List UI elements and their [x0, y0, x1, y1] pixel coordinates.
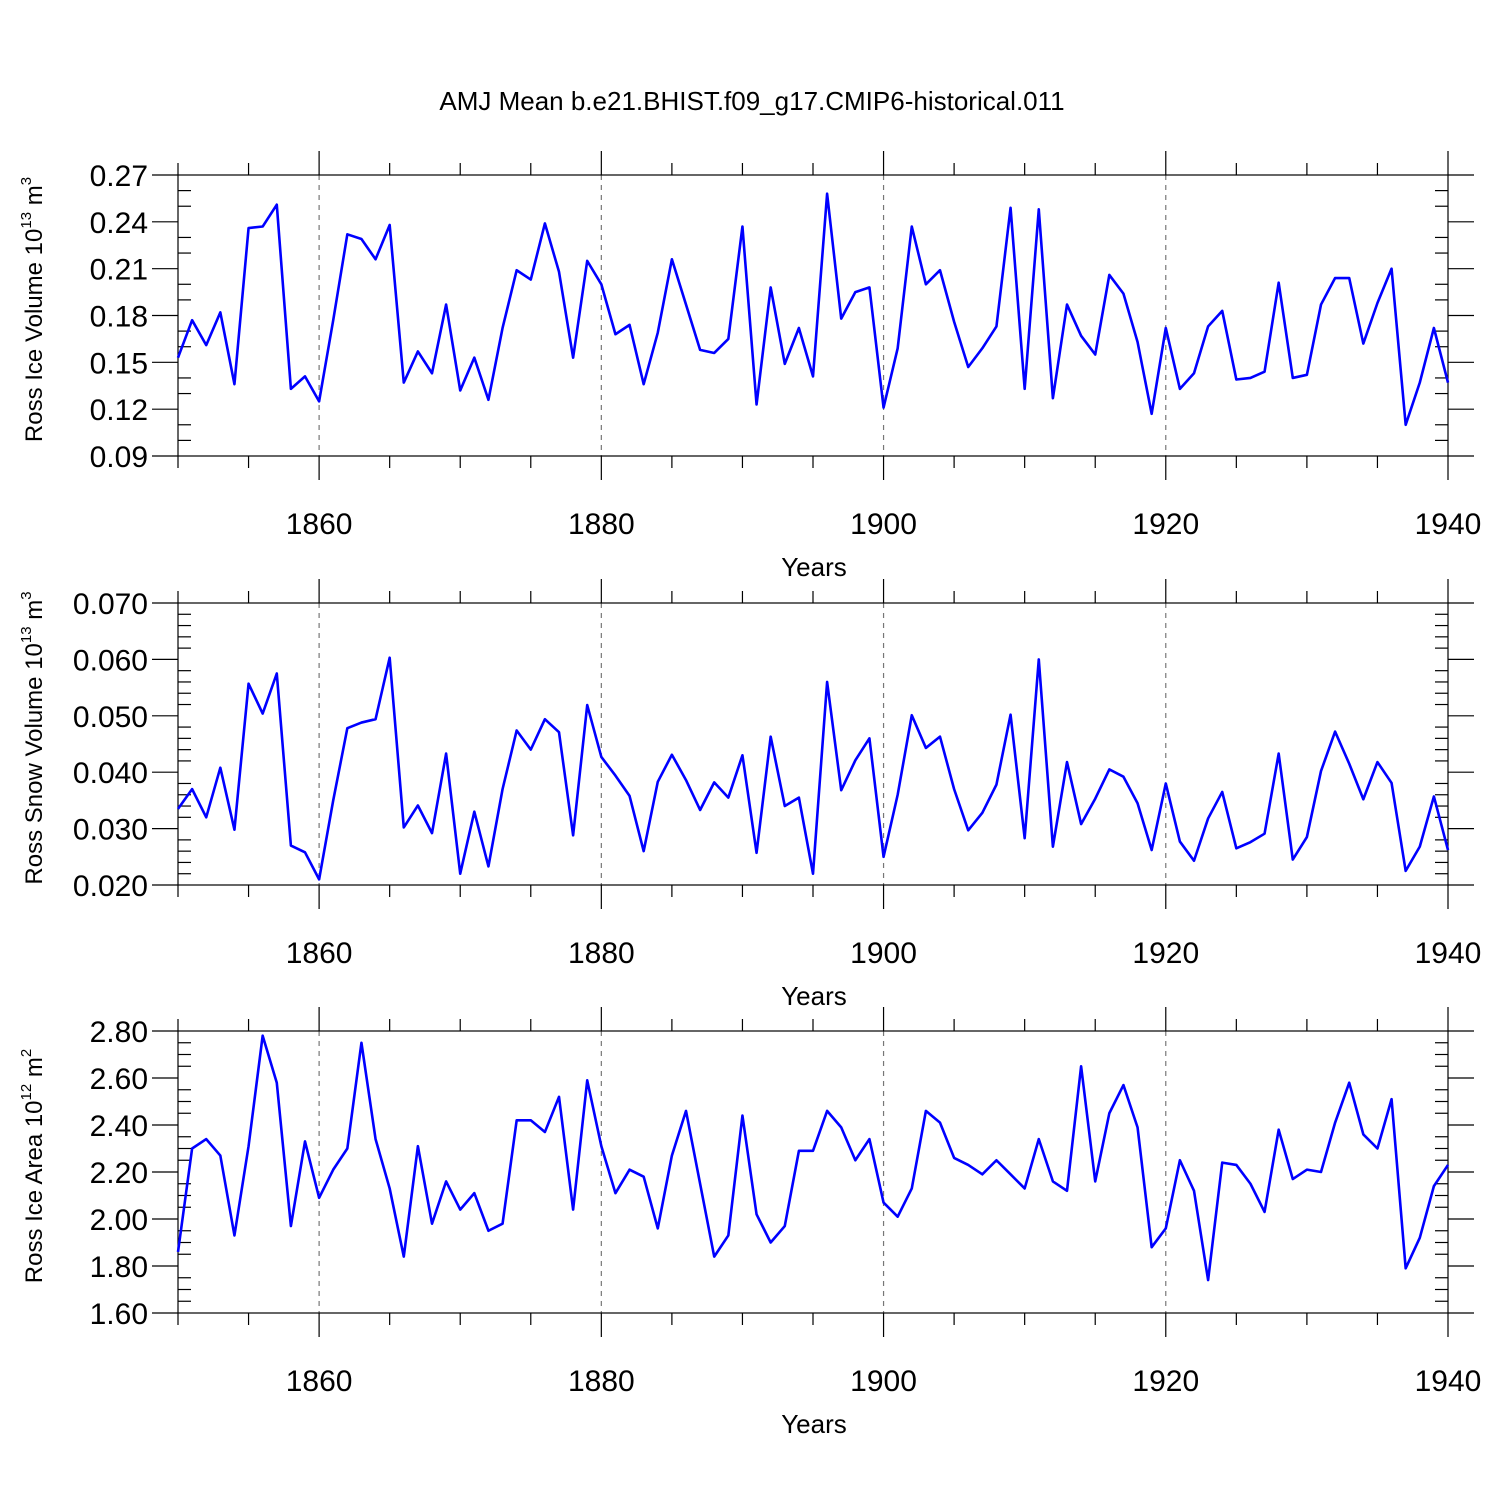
y-axis-title-unit: m	[21, 600, 48, 627]
y-tick-label: 2.40	[90, 1110, 148, 1143]
x-tick-label: 1900	[850, 937, 917, 970]
y-axis-title-unit: m	[21, 185, 48, 212]
x-tick-label: 1920	[1132, 1365, 1199, 1398]
x-tick-label: 1860	[286, 937, 353, 970]
y-tick-label: 1.60	[90, 1298, 148, 1331]
y-axis-title-unit-exponent: 3	[18, 177, 35, 185]
panels: 0.09 0.12 0.15 0.18 0.21 0.24 0.27 1860 1880 1900…	[18, 151, 1481, 1439]
y-tick-label: 0.21	[90, 254, 148, 287]
y-axis-title-exponent: 12	[18, 1084, 35, 1101]
y-tick-label: 0.15	[90, 347, 148, 380]
x-tick-label: 1860	[286, 1365, 353, 1398]
x-tick-label: 1880	[568, 1365, 635, 1398]
ross-snow-volume-panel: 0.020 0.030 0.040 0.050 0.060 0.070 1860 1880 19…	[18, 579, 1481, 1011]
y-tick-label: 0.040	[73, 757, 148, 790]
x-tick-label: 1860	[286, 508, 353, 541]
y-axis-title-exponent: 13	[18, 212, 35, 229]
y-axis-title: Ross Snow Volume 1013 m3	[18, 591, 48, 884]
y-axis-title-unit: m	[21, 1057, 48, 1084]
y-tick-label: 2.60	[90, 1063, 148, 1096]
x-tick-label: 1900	[850, 508, 917, 541]
y-axis-title: Ross Ice Area 1012 m2	[18, 1049, 48, 1283]
y-tick-label: 2.20	[90, 1157, 148, 1190]
y-axis-title-main: Ross Snow Volume 10	[21, 643, 48, 884]
y-tick-label: 0.18	[90, 301, 148, 334]
y-tick-label: 1.80	[90, 1251, 148, 1284]
y-tick-label: 0.09	[90, 441, 148, 474]
y-tick-label: 0.050	[73, 701, 148, 734]
y-tick-label: 0.020	[73, 870, 148, 903]
x-tick-label: 1880	[568, 937, 635, 970]
y-tick-label: 0.030	[73, 814, 148, 847]
y-axis-title: Ross Ice Volume 1013 m3	[18, 177, 48, 442]
x-axis-title: Years	[781, 981, 847, 1011]
figure-title: AMJ Mean b.e21.BHIST.f09_g17.CMIP6-histo…	[439, 86, 1064, 116]
y-tick-label: 0.24	[90, 207, 148, 240]
y-tick-label: 2.80	[90, 1016, 148, 1049]
x-tick-label: 1900	[850, 1365, 917, 1398]
series-line	[176, 1034, 1450, 1282]
x-tick-label: 1940	[1415, 508, 1482, 541]
x-tick-label: 1920	[1132, 937, 1199, 970]
y-tick-label: 0.27	[90, 160, 148, 193]
x-axis-title: Years	[781, 1409, 847, 1439]
x-tick-label: 1920	[1132, 508, 1199, 541]
y-axis-title-main: Ross Ice Volume 10	[21, 229, 48, 442]
y-tick-label: 0.12	[90, 394, 148, 427]
ross-ice-area-panel: 1.60 1.80 2.00 2.20 2.40 2.60 2.80 1860 1880 1900…	[18, 1007, 1481, 1439]
y-axis-title-unit-exponent: 3	[18, 591, 35, 599]
series-line	[176, 656, 1450, 881]
plot-frame	[177, 602, 1449, 886]
y-tick-label: 0.060	[73, 644, 148, 677]
y-axis-title-unit-exponent: 2	[18, 1049, 35, 1057]
ross-ice-volume-panel: 0.09 0.12 0.15 0.18 0.21 0.24 0.27 1860 1880 1900…	[18, 151, 1481, 582]
y-axis-title-main: Ross Ice Area 10	[21, 1100, 48, 1283]
plot-frame	[177, 1030, 1449, 1314]
y-tick-label: 2.00	[90, 1204, 148, 1237]
x-tick-label: 1940	[1415, 1365, 1482, 1398]
y-tick-label: 0.070	[73, 588, 148, 621]
x-tick-label: 1940	[1415, 937, 1482, 970]
x-axis-title: Years	[781, 552, 847, 582]
plot-frame	[177, 174, 1449, 457]
x-tick-label: 1880	[568, 508, 635, 541]
y-axis-title-exponent: 13	[18, 626, 35, 643]
series-line	[176, 192, 1450, 427]
